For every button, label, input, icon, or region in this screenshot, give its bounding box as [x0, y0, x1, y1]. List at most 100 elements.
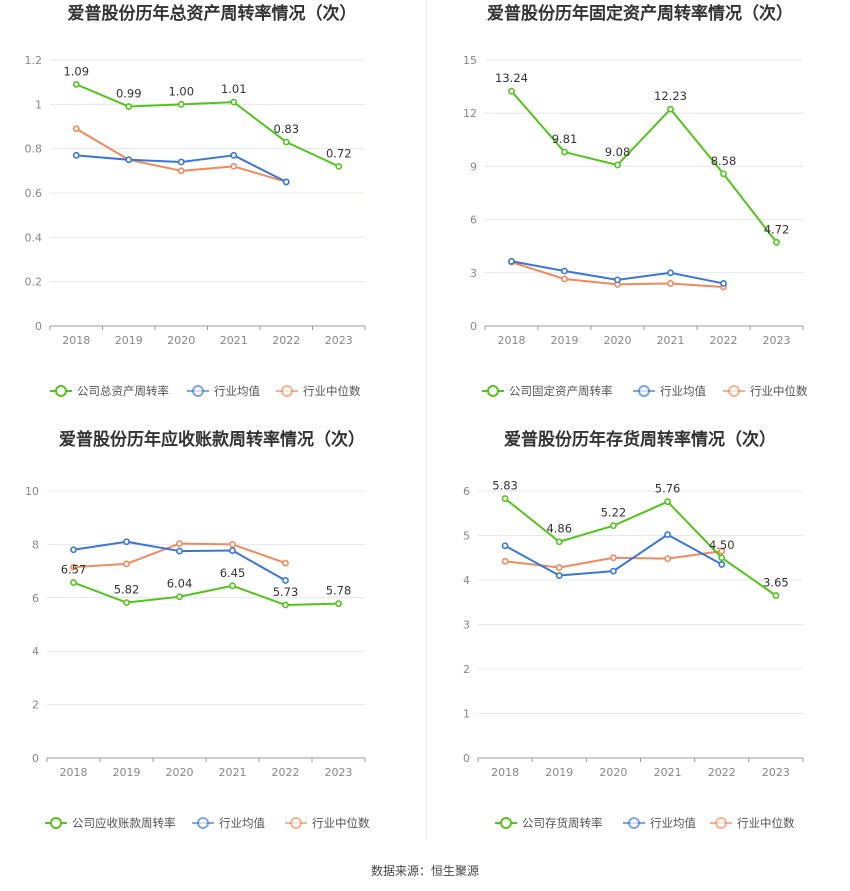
data-point — [561, 267, 568, 275]
y-tick-label: 1 — [35, 98, 42, 111]
legend-label: 行业均值 — [214, 384, 260, 398]
legend-label: 公司固定资产周转率 — [509, 384, 613, 398]
data-point — [561, 275, 568, 283]
x-tick-label: 2018 — [60, 766, 88, 779]
data-point — [501, 557, 509, 565]
legend-marker-icon — [50, 817, 62, 829]
data-point — [720, 170, 727, 178]
data-point — [561, 148, 568, 156]
y-tick-label: 0 — [470, 320, 477, 333]
x-tick-label: 2023 — [762, 766, 790, 779]
legend-item: 行业中位数 — [285, 816, 370, 830]
legend-item: 行业均值 — [623, 816, 696, 830]
x-tick-label: 2020 — [166, 766, 194, 779]
data-label: 5.83 — [492, 479, 518, 493]
x-tick-label: 2020 — [599, 766, 627, 779]
series-line-0 — [504, 497, 777, 597]
data-label: 9.81 — [552, 132, 578, 146]
series-line-1 — [73, 540, 286, 582]
x-tick-label: 2022 — [272, 334, 300, 347]
data-point — [610, 522, 617, 530]
series-line-0 — [510, 90, 778, 243]
data-source-note: 数据来源：恒生聚源 — [370, 864, 479, 878]
data-point — [176, 540, 183, 547]
legend-marker-icon — [628, 817, 640, 829]
legend-item: 行业中位数 — [723, 384, 808, 398]
y-tick-label: 6 — [463, 485, 470, 498]
data-label: 6.04 — [167, 577, 193, 591]
x-tick-label: 2023 — [325, 766, 353, 779]
legend-marker-icon — [290, 817, 302, 829]
data-point — [720, 280, 727, 287]
x-tick-label: 2022 — [710, 334, 738, 347]
data-point — [72, 125, 80, 133]
x-tick-label: 2019 — [551, 334, 579, 347]
data-point — [123, 560, 130, 568]
chart-total-asset-turnover: 爱普股份历年总资产周转率情况（次） 0 0.2 0.4 0.6 0.8 1 1.2 2018 20… — [0, 0, 425, 430]
y-tick-label: 0 — [463, 752, 470, 765]
data-label: 5.22 — [601, 506, 627, 520]
y-tick-label: 2 — [463, 663, 470, 676]
data-point — [282, 178, 290, 186]
chart-svg: 爱普股份历年应收账款周转率情况（次） 0 2 4 6 8 10 2018 2019 2020 202… — [25, 430, 370, 830]
legend-label: 公司存货周转率 — [522, 816, 603, 830]
legend-label: 行业均值 — [660, 384, 706, 398]
legend-label: 行业中位数 — [303, 384, 361, 398]
x-tick-label: 2022 — [272, 766, 300, 779]
data-label: 5.82 — [114, 583, 140, 597]
data-point — [177, 167, 185, 175]
data-point — [614, 276, 621, 284]
y-tick-label: 3 — [470, 267, 477, 280]
x-tick-label: 2023 — [325, 334, 353, 347]
chart-receivables-turnover: 爱普股份历年应收账款周转率情况（次） 0 2 4 6 8 10 2018 2019 2020 202… — [0, 430, 425, 860]
data-label: 4.72 — [764, 222, 790, 236]
data-point — [664, 498, 671, 506]
y-tick-label: 0.8 — [25, 143, 43, 156]
data-label: 5.73 — [273, 585, 299, 599]
x-tick-label: 2022 — [708, 766, 736, 779]
x-tick-label: 2018 — [498, 334, 526, 347]
data-point — [125, 156, 133, 164]
y-tick-label: 2 — [32, 699, 39, 712]
data-label: 13.24 — [495, 71, 528, 85]
data-label: 0.99 — [116, 87, 142, 101]
legend-marker-icon — [638, 385, 650, 397]
data-point — [282, 577, 289, 584]
y-tick-label: 12 — [463, 107, 477, 120]
series-line-0 — [73, 581, 339, 607]
data-point — [555, 538, 563, 546]
legend-item: 行业中位数 — [276, 384, 361, 398]
x-tick-label: 2019 — [115, 334, 143, 347]
data-label: 12.23 — [654, 89, 687, 103]
x-tick-label: 2021 — [220, 334, 248, 347]
data-label: 6.57 — [61, 563, 87, 577]
legend-marker-icon — [715, 817, 727, 829]
x-tick-label: 2023 — [763, 334, 791, 347]
data-point — [229, 547, 236, 554]
legend-item: 行业均值 — [633, 384, 706, 398]
chart-title: 爱普股份历年总资产周转率情况（次） — [68, 3, 357, 24]
data-point — [72, 151, 80, 159]
legend-label: 行业均值 — [650, 816, 696, 830]
data-point — [230, 98, 238, 106]
data-point — [282, 559, 289, 567]
data-point — [123, 599, 130, 607]
data-point — [501, 542, 509, 550]
data-point — [664, 555, 671, 563]
legend-item: 公司固定资产周转率 — [482, 384, 613, 398]
data-point — [508, 87, 515, 95]
data-point — [335, 600, 342, 608]
y-tick-label: 0.2 — [25, 276, 43, 289]
data-point — [282, 601, 289, 609]
y-tick-label: 0.6 — [25, 187, 43, 200]
data-point — [176, 547, 183, 555]
x-tick-label: 2020 — [167, 334, 195, 347]
data-label: 1.09 — [63, 64, 89, 78]
data-label: 4.50 — [709, 538, 735, 552]
data-label: 8.58 — [711, 154, 737, 168]
legend-item: 行业中位数 — [710, 816, 795, 830]
data-point — [667, 105, 674, 113]
data-point — [667, 269, 674, 277]
y-tick-label: 3 — [463, 619, 470, 632]
data-point — [501, 495, 509, 502]
